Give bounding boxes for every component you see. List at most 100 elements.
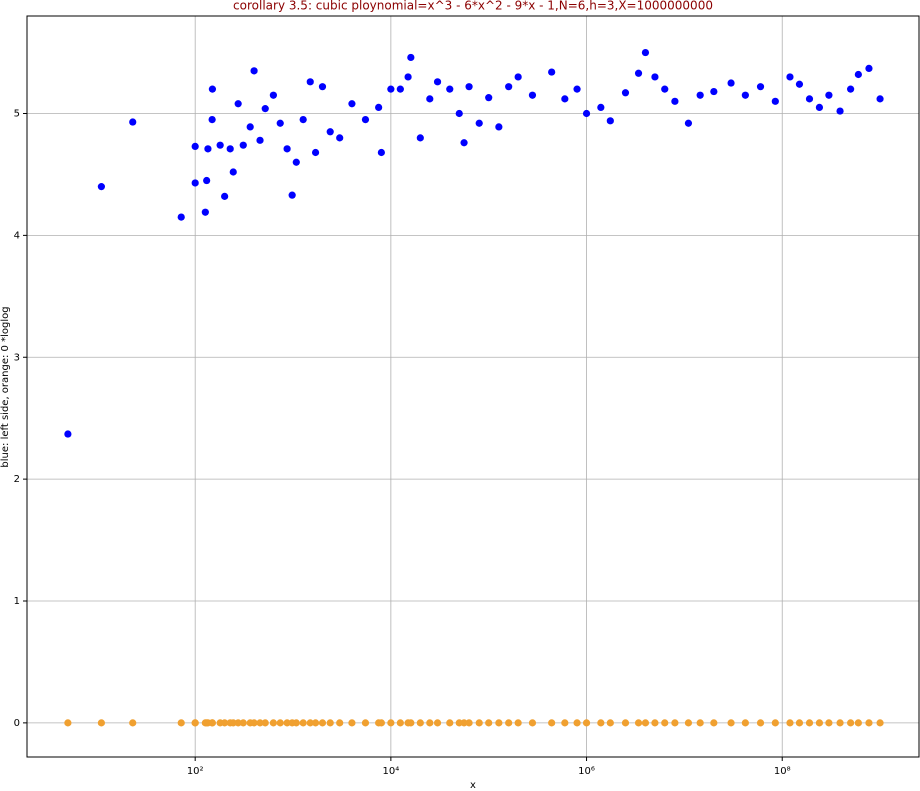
point <box>621 719 630 727</box>
point <box>306 719 314 727</box>
point <box>825 91 833 99</box>
point <box>318 83 327 91</box>
point <box>505 83 513 91</box>
point <box>756 719 765 727</box>
point <box>460 139 468 147</box>
point <box>475 119 483 127</box>
point <box>299 719 307 727</box>
point <box>191 179 199 187</box>
point <box>621 89 630 97</box>
point <box>876 719 884 727</box>
point <box>204 145 212 153</box>
point <box>288 191 296 199</box>
point <box>741 91 749 99</box>
point <box>528 91 537 99</box>
point <box>854 70 862 79</box>
point <box>396 85 404 93</box>
point <box>710 87 718 96</box>
point <box>505 719 513 727</box>
point <box>208 85 217 93</box>
point <box>191 142 199 151</box>
point <box>548 68 556 76</box>
x-tick-label: 10⁶ <box>578 766 595 777</box>
point <box>256 136 264 144</box>
point <box>495 123 503 131</box>
point <box>661 719 669 727</box>
point <box>573 85 581 93</box>
point <box>696 719 704 727</box>
point <box>234 719 242 727</box>
point <box>446 85 454 93</box>
point <box>433 78 442 86</box>
point <box>847 719 855 727</box>
point <box>671 97 679 105</box>
point <box>269 91 277 99</box>
point <box>865 719 873 727</box>
point <box>387 85 395 93</box>
point <box>684 119 693 127</box>
point <box>216 141 224 149</box>
point <box>696 91 704 99</box>
point <box>246 123 254 131</box>
point <box>306 78 314 86</box>
point <box>416 719 424 727</box>
point <box>606 719 614 727</box>
point <box>815 719 824 727</box>
y-tick-label: 5 <box>14 109 20 120</box>
point <box>64 719 72 727</box>
point <box>815 103 824 112</box>
point <box>710 719 718 727</box>
point <box>446 719 454 727</box>
point <box>348 719 356 727</box>
point <box>573 719 581 727</box>
point <box>786 719 794 727</box>
point <box>326 128 334 136</box>
point <box>234 100 242 108</box>
point <box>256 719 264 727</box>
x-axis-label: x <box>470 780 476 791</box>
point <box>805 95 814 103</box>
point <box>485 94 493 102</box>
point <box>311 148 320 157</box>
y-tick-label: 1 <box>14 596 20 607</box>
point <box>465 719 473 727</box>
chart-title: corollary 3.5: cubic ploynomial=x^3 - 6*… <box>233 0 713 13</box>
point <box>741 719 749 727</box>
point <box>606 117 614 125</box>
point <box>201 208 209 216</box>
point <box>561 719 569 727</box>
point <box>416 134 424 142</box>
point <box>771 719 779 727</box>
point <box>299 115 307 124</box>
point <box>727 719 735 727</box>
point <box>311 719 320 727</box>
point <box>475 719 483 727</box>
point <box>651 719 659 727</box>
y-tick-label: 0 <box>14 718 20 729</box>
point <box>326 719 334 727</box>
point <box>250 67 258 75</box>
point <box>229 168 237 176</box>
point <box>292 719 300 727</box>
point <box>377 148 385 157</box>
point <box>641 719 650 727</box>
point <box>671 719 679 727</box>
point <box>426 95 434 103</box>
point <box>465 83 473 91</box>
point <box>661 85 669 93</box>
point <box>191 719 199 727</box>
point <box>805 719 814 727</box>
point <box>865 64 873 73</box>
point <box>528 719 537 727</box>
point <box>514 719 522 727</box>
point <box>495 719 503 727</box>
point <box>455 109 463 118</box>
point <box>97 719 105 727</box>
point <box>684 719 693 727</box>
point <box>276 719 284 727</box>
point <box>825 719 833 727</box>
point <box>97 183 105 191</box>
point <box>396 719 404 727</box>
point <box>221 719 229 727</box>
